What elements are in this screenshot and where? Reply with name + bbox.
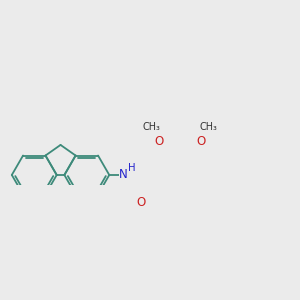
Text: CH₃: CH₃ [142,122,160,133]
Text: H: H [128,163,136,173]
Text: N: N [119,169,128,182]
Text: O: O [196,135,206,148]
Text: CH₃: CH₃ [200,122,218,133]
Text: O: O [154,135,164,148]
Text: O: O [136,196,145,209]
